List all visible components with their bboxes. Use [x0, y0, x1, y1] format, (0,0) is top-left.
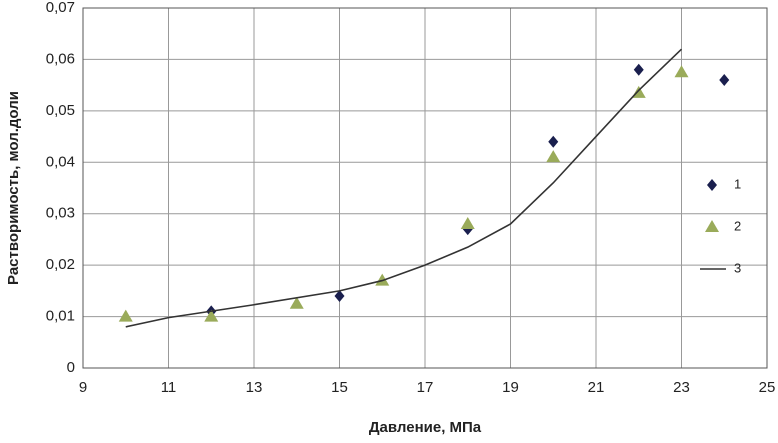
y-tick-label: 0,02: [46, 256, 75, 273]
triangle-marker: [289, 296, 304, 309]
x-tick-label: 9: [79, 379, 87, 396]
triangle-marker: [204, 309, 219, 322]
diamond-marker: [719, 74, 730, 86]
x-tick-label: 23: [673, 379, 690, 396]
y-tick-label: 0,07: [46, 0, 75, 16]
x-tick-label: 13: [246, 379, 263, 396]
y-tick-label: 0: [67, 359, 75, 376]
legend-label: 3: [734, 260, 741, 275]
triangle-marker: [546, 150, 561, 163]
legend-swatch: [705, 220, 719, 232]
diamond-marker: [548, 135, 559, 148]
y-tick-label: 0,06: [46, 50, 75, 67]
y-tick-label: 0,01: [46, 308, 75, 325]
triangle-marker: [375, 273, 390, 286]
plot-frame: [82, 7, 768, 369]
x-tick-label: 15: [331, 379, 348, 396]
y-tick-label: 0,05: [46, 102, 75, 119]
triangle-marker: [674, 65, 689, 78]
triangle-marker: [460, 217, 475, 229]
legend-label: 2: [734, 218, 741, 233]
fit-line: [125, 48, 683, 328]
diamond-marker: [633, 63, 644, 76]
diamond-marker: [334, 290, 345, 302]
x-tick-label: 25: [759, 379, 776, 396]
x-tick-label: 17: [417, 379, 434, 396]
triangle-marker: [118, 309, 133, 322]
y-axis-title: Растворимость, мол.доли: [5, 91, 22, 285]
x-axis-title: Давление, МПа: [369, 419, 482, 436]
x-tick-label: 21: [588, 379, 605, 396]
legend-label: 1: [734, 176, 741, 191]
legend-swatch: [707, 179, 717, 191]
x-tick-label: 11: [161, 379, 177, 396]
x-tick-label: 19: [502, 379, 519, 396]
y-tick-label: 0,04: [46, 153, 75, 170]
y-tick-label: 0,03: [46, 205, 75, 222]
